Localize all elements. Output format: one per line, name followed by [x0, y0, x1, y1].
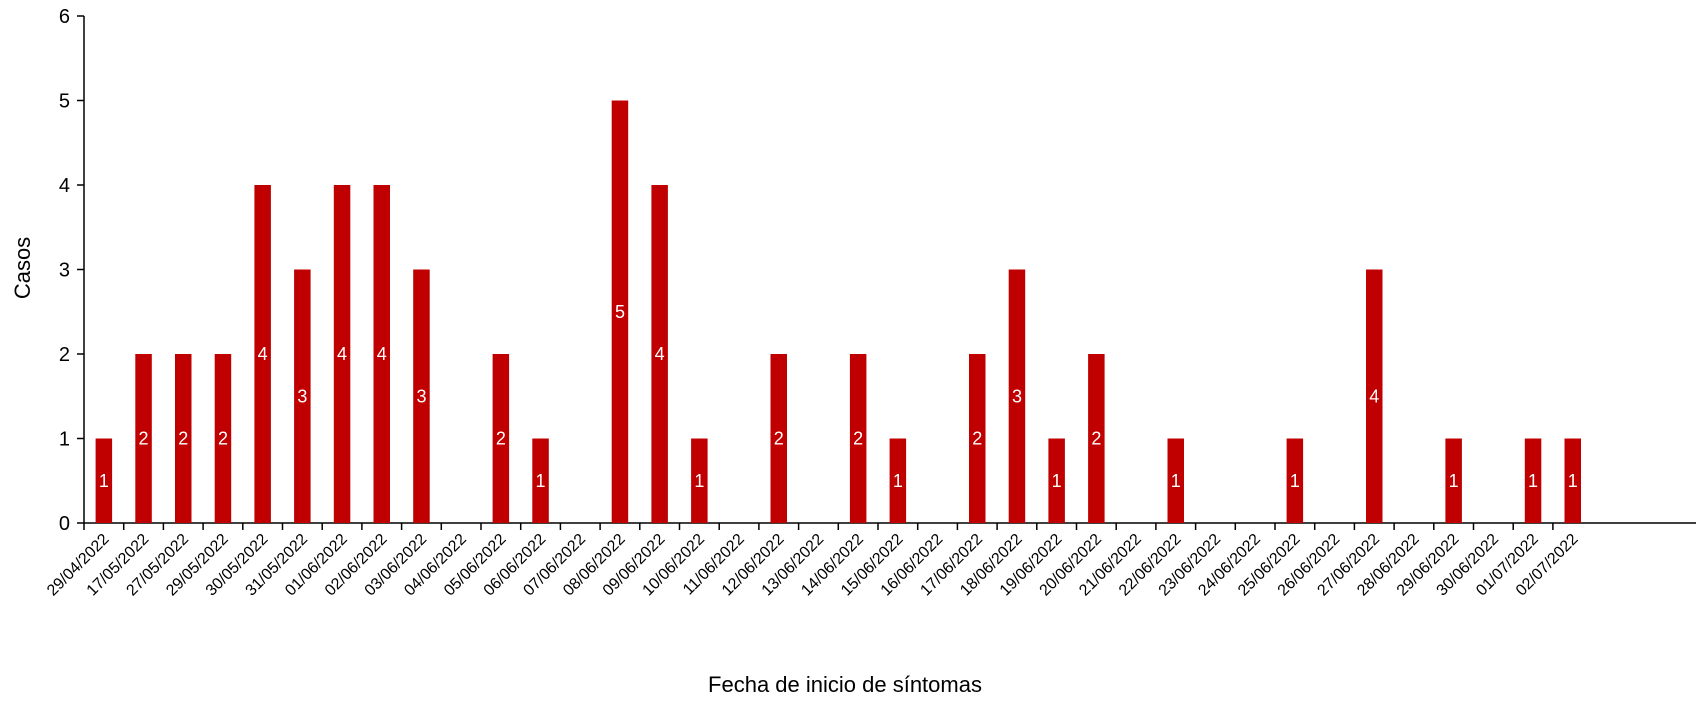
y-tick-label: 1	[59, 429, 70, 451]
bar-data-label: 2	[218, 429, 228, 449]
bar	[1564, 438, 1581, 523]
y-tick-label: 6	[59, 6, 70, 28]
y-axis-title: Casos	[10, 237, 35, 299]
bar-data-label: 1	[1568, 471, 1578, 491]
bar	[1286, 438, 1304, 523]
bar-data-label: 1	[1052, 471, 1062, 491]
x-axis-title: Fecha de inicio de síntomas	[708, 672, 982, 697]
bar	[373, 185, 390, 523]
y-tick-label: 0	[59, 513, 70, 535]
bars-group	[95, 100, 1581, 523]
bar-data-label: 4	[258, 344, 268, 364]
bar-data-label: 4	[337, 344, 347, 364]
bar-data-label: 2	[496, 429, 506, 449]
bar-data-label: 4	[377, 344, 387, 364]
bar	[1524, 438, 1542, 523]
bar	[294, 269, 311, 523]
bar-labels-group: 1 2 2 2 4 3 4 4 3 2 1 5 4 1 2 2 1 2 3 1 2 1 1 4 1 1 1	[99, 302, 1578, 491]
bar	[1445, 438, 1462, 523]
bar	[1008, 269, 1026, 523]
bar	[532, 438, 549, 523]
bar-data-label: 2	[139, 429, 149, 449]
bar-data-label: 1	[694, 471, 704, 491]
y-tick-label: 3	[59, 260, 70, 282]
bar	[1048, 438, 1065, 523]
bar	[333, 185, 351, 523]
bar-data-label: 1	[1528, 471, 1538, 491]
bar	[691, 438, 708, 523]
bar-data-label: 3	[416, 386, 426, 406]
bar	[413, 269, 430, 523]
bar	[254, 185, 271, 523]
bar	[1167, 438, 1184, 523]
bar-data-label: 1	[1449, 471, 1459, 491]
bar-data-label: 4	[1369, 386, 1379, 406]
bar-data-label: 2	[178, 429, 188, 449]
bar	[135, 354, 152, 523]
x-axis: 29/04/202217/05/202227/05/202229/05/2022…	[44, 522, 1696, 599]
bar-data-label: 1	[893, 471, 903, 491]
bar	[214, 354, 232, 523]
bar-data-label: 3	[297, 386, 307, 406]
bar	[175, 354, 192, 523]
y-tick-label: 4	[59, 175, 70, 197]
bar-data-label: 1	[99, 471, 109, 491]
bar	[889, 438, 907, 523]
bar-data-label: 3	[1012, 386, 1022, 406]
bar-data-label: 2	[853, 429, 863, 449]
bar	[492, 354, 510, 523]
bar-data-label: 1	[1171, 471, 1181, 491]
bar	[95, 438, 113, 523]
bar	[1088, 354, 1105, 523]
bar-data-label: 2	[774, 429, 784, 449]
bar	[1366, 269, 1383, 523]
bar	[770, 354, 787, 523]
y-axis: 0 1 2 3 4 5 6	[59, 6, 85, 535]
bar-data-label: 5	[615, 302, 625, 322]
y-tick-label: 2	[59, 344, 70, 366]
bar-data-label: 2	[1091, 429, 1101, 449]
y-tick-label: 5	[59, 91, 70, 113]
bar-data-label: 2	[972, 429, 982, 449]
bar	[969, 354, 986, 523]
bar-data-label: 1	[1290, 471, 1300, 491]
bar	[651, 185, 668, 523]
bar	[849, 354, 867, 523]
bar	[611, 100, 629, 523]
bar-data-label: 4	[655, 344, 665, 364]
bar-data-label: 1	[536, 471, 546, 491]
